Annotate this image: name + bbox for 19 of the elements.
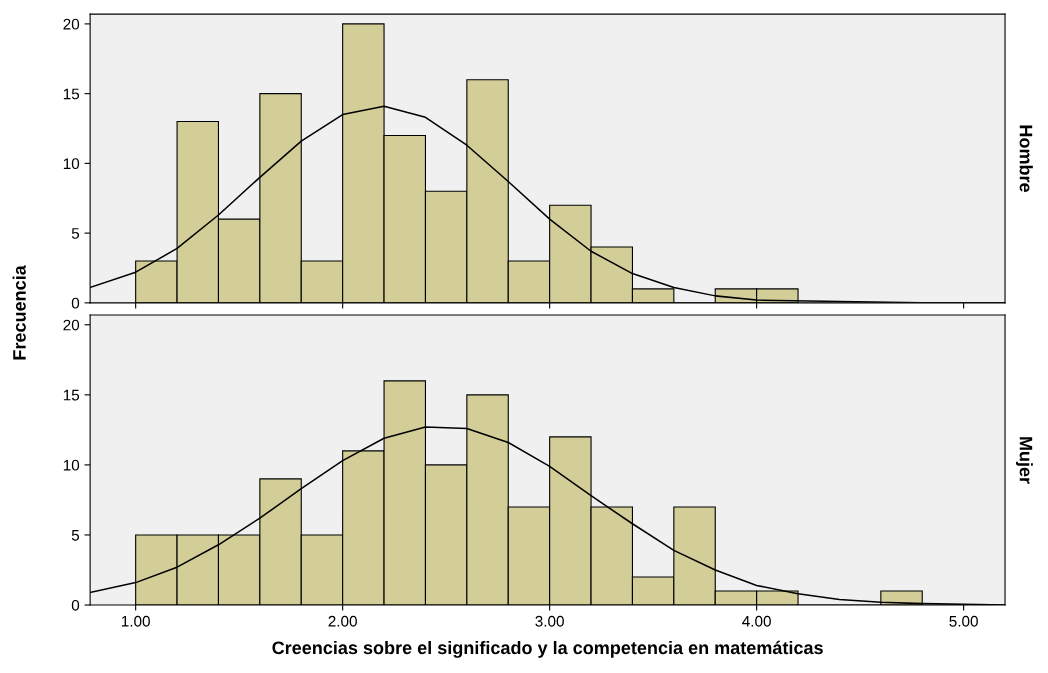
- x-axis-title: Creencias sobre el significado y la competencia en matemáticas: [272, 640, 823, 658]
- y-tick-label: 10: [63, 158, 80, 170]
- y-tick-label: 0: [71, 297, 80, 309]
- x-tick-label: 1.00: [121, 615, 150, 627]
- y-tick-label: 5: [71, 228, 80, 239]
- x-tick-label: 4.00: [742, 615, 771, 627]
- y-tick-label: 0: [71, 599, 80, 611]
- x-tick-label: 3.00: [535, 615, 564, 627]
- y-tick-label: 20: [63, 18, 80, 30]
- y-tick-label: 10: [63, 459, 80, 471]
- y-tick-label: 20: [63, 319, 80, 331]
- y2-axis-title: Mujer: [1016, 437, 1033, 484]
- x-tick-label: 5.00: [949, 615, 978, 627]
- x-tick-label: 2.00: [328, 615, 357, 627]
- y-tick-label: 5: [71, 529, 80, 541]
- y-tick-label: 15: [63, 88, 80, 100]
- y-axis-title: Frecuencia: [12, 265, 26, 360]
- y2-axis-title: Hombre: [1019, 125, 1033, 192]
- y-tick-label: 15: [63, 389, 80, 401]
